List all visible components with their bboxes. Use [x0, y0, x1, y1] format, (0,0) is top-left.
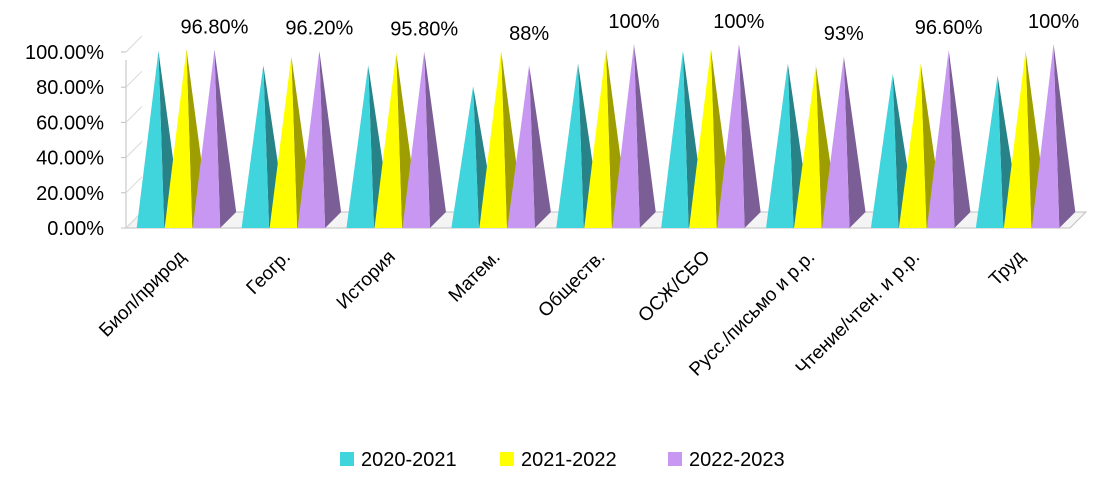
data-label: 100% [713, 11, 764, 33]
y-tick-label: 20.00% [36, 183, 104, 205]
bar-2022-2023-Чтение/чтен. и р.р. [926, 49, 955, 228]
x-tick-label: Биол/природ [95, 247, 190, 342]
bar-2020-2021-Матем. [451, 86, 479, 229]
bar-2022-2023-Труд [1031, 44, 1060, 228]
bar-2022-2023-Геогр. [297, 50, 326, 228]
y-tick-label: 60.00% [36, 112, 104, 134]
bar-side-2022-2023 [529, 65, 551, 229]
data-label: 95.80% [390, 18, 458, 40]
y-tick-depth [125, 70, 143, 88]
bar-2020-2021-История [346, 65, 374, 229]
bar-2021-2022-Геогр. [269, 56, 298, 228]
data-label: 96.60% [915, 17, 983, 39]
bar-2021-2022-История [374, 52, 402, 228]
bar-2022-2023-ОСЖ/СБО [717, 44, 745, 228]
bar-2021-2022-Труд [1003, 51, 1032, 228]
bar-2020-2021-Труд [975, 75, 1004, 229]
y-tick-depth [125, 106, 143, 123]
y-tick-depth [125, 35, 143, 53]
y-tick-label: 100.00% [25, 42, 104, 64]
legend-label: 2022-2023 [689, 449, 785, 471]
bar-side-2022-2023 [424, 51, 446, 228]
bar-2020-2021-Русс./письмо и р.р. [766, 63, 794, 228]
bar-2021-2022-Чтение/чтен. и р.р. [898, 63, 927, 228]
bar-side-2022-2023 [214, 49, 237, 228]
legend-label: 2021-2022 [521, 449, 617, 471]
bar-2021-2022-Русс./письмо и р.р. [794, 65, 822, 229]
data-label: 88% [509, 23, 549, 45]
y-tick-depth [125, 141, 143, 158]
data-label: 93% [824, 23, 864, 45]
bar-side-2022-2023 [843, 56, 866, 228]
data-label: 96.20% [285, 18, 353, 40]
x-tick-label: ОСЖ/СБО [634, 247, 714, 327]
bar-2020-2021-ОСЖ/СБО [661, 51, 689, 228]
y-tick-depth [125, 176, 143, 194]
bar-2022-2023-Биол/природ [192, 49, 221, 228]
bar-2021-2022-Биол/природ [164, 49, 193, 228]
y-tick-label: 40.00% [36, 148, 104, 170]
x-tick-label: Матем. [445, 247, 505, 307]
legend-swatch [340, 452, 354, 466]
bar-2020-2021-Геогр. [241, 65, 270, 229]
legend-swatch [500, 452, 514, 466]
bar-2022-2023-Русс./письмо и р.р. [822, 56, 850, 228]
bar-2020-2021-Чтение/чтен. и р.р. [870, 73, 899, 228]
data-label: 96.80% [181, 17, 249, 39]
bar-2020-2021-Биол/природ [136, 51, 165, 228]
y-tick-label: 0.00% [47, 218, 104, 240]
bar-2022-2023-История [402, 51, 430, 228]
data-label: 100% [608, 11, 659, 33]
bar-2020-2021-Обществ. [556, 63, 584, 228]
bar-side-2022-2023 [948, 49, 971, 228]
bar-2022-2023-Матем. [507, 65, 535, 229]
x-tick-label: История [333, 247, 400, 314]
legend-swatch [668, 452, 682, 466]
bar-2021-2022-Матем. [479, 51, 507, 228]
bar-2021-2022-ОСЖ/СБО [689, 49, 717, 228]
legend-label: 2020-2021 [361, 449, 457, 471]
x-tick-label: Обществ. [534, 247, 609, 322]
bar-2022-2023-Обществ. [612, 44, 640, 228]
x-tick-label: Труд [985, 247, 1029, 291]
bar-side-2022-2023 [634, 44, 656, 228]
bar-2021-2022-Обществ. [584, 49, 612, 228]
y-tick-label: 80.00% [36, 77, 104, 99]
bar-side-2022-2023 [1053, 44, 1076, 228]
data-label: 100% [1028, 11, 1079, 33]
bar-side-2022-2023 [319, 50, 342, 228]
x-tick-label: Геогр. [243, 247, 295, 299]
bar-side-2022-2023 [738, 44, 761, 228]
